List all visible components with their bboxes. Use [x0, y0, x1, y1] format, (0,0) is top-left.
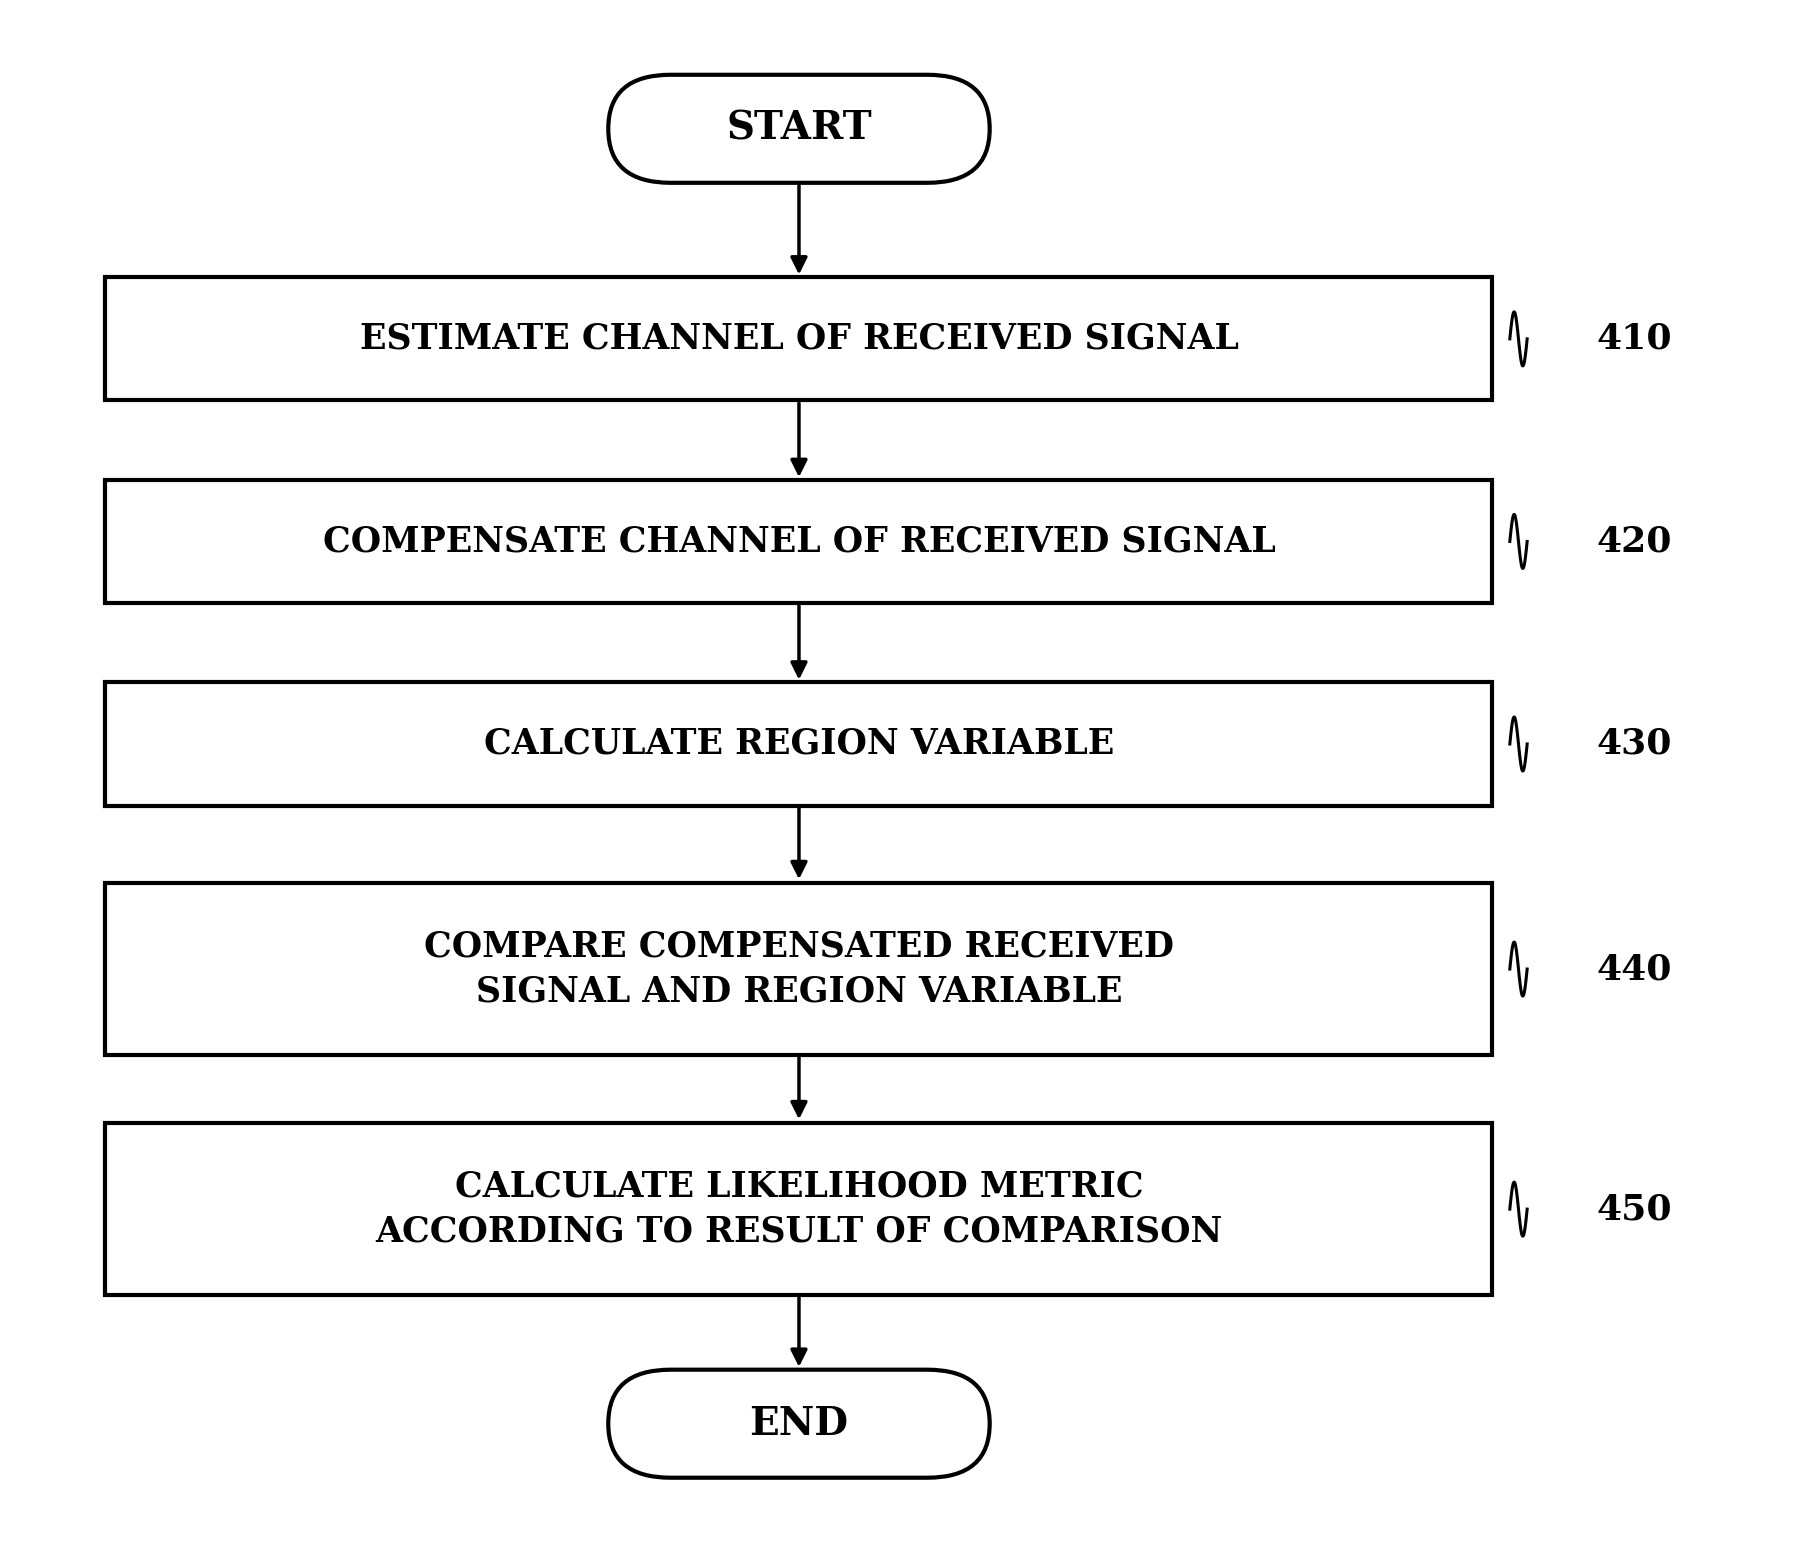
- Text: ESTIMATE CHANNEL OF RECEIVED SIGNAL: ESTIMATE CHANNEL OF RECEIVED SIGNAL: [359, 322, 1238, 356]
- FancyBboxPatch shape: [608, 1369, 989, 1477]
- Text: 440: 440: [1596, 952, 1671, 986]
- Text: START: START: [726, 109, 872, 148]
- Text: COMPENSATE CHANNEL OF RECEIVED SIGNAL: COMPENSATE CHANNEL OF RECEIVED SIGNAL: [323, 525, 1274, 558]
- Text: COMPARE COMPENSATED RECEIVED
SIGNAL AND REGION VARIABLE: COMPARE COMPENSATED RECEIVED SIGNAL AND …: [424, 930, 1173, 1008]
- Text: CALCULATE LIKELIHOOD METRIC
ACCORDING TO RESULT OF COMPARISON: CALCULATE LIKELIHOOD METRIC ACCORDING TO…: [375, 1169, 1222, 1249]
- Text: 420: 420: [1596, 525, 1671, 558]
- Text: 450: 450: [1596, 1193, 1671, 1225]
- Text: END: END: [749, 1405, 848, 1443]
- Text: 410: 410: [1596, 322, 1671, 356]
- FancyBboxPatch shape: [608, 75, 989, 183]
- FancyBboxPatch shape: [105, 883, 1491, 1055]
- FancyBboxPatch shape: [105, 683, 1491, 805]
- FancyBboxPatch shape: [105, 480, 1491, 603]
- FancyBboxPatch shape: [105, 1122, 1491, 1296]
- FancyBboxPatch shape: [105, 277, 1491, 400]
- Text: CALCULATE REGION VARIABLE: CALCULATE REGION VARIABLE: [484, 727, 1114, 761]
- Text: 430: 430: [1596, 727, 1671, 761]
